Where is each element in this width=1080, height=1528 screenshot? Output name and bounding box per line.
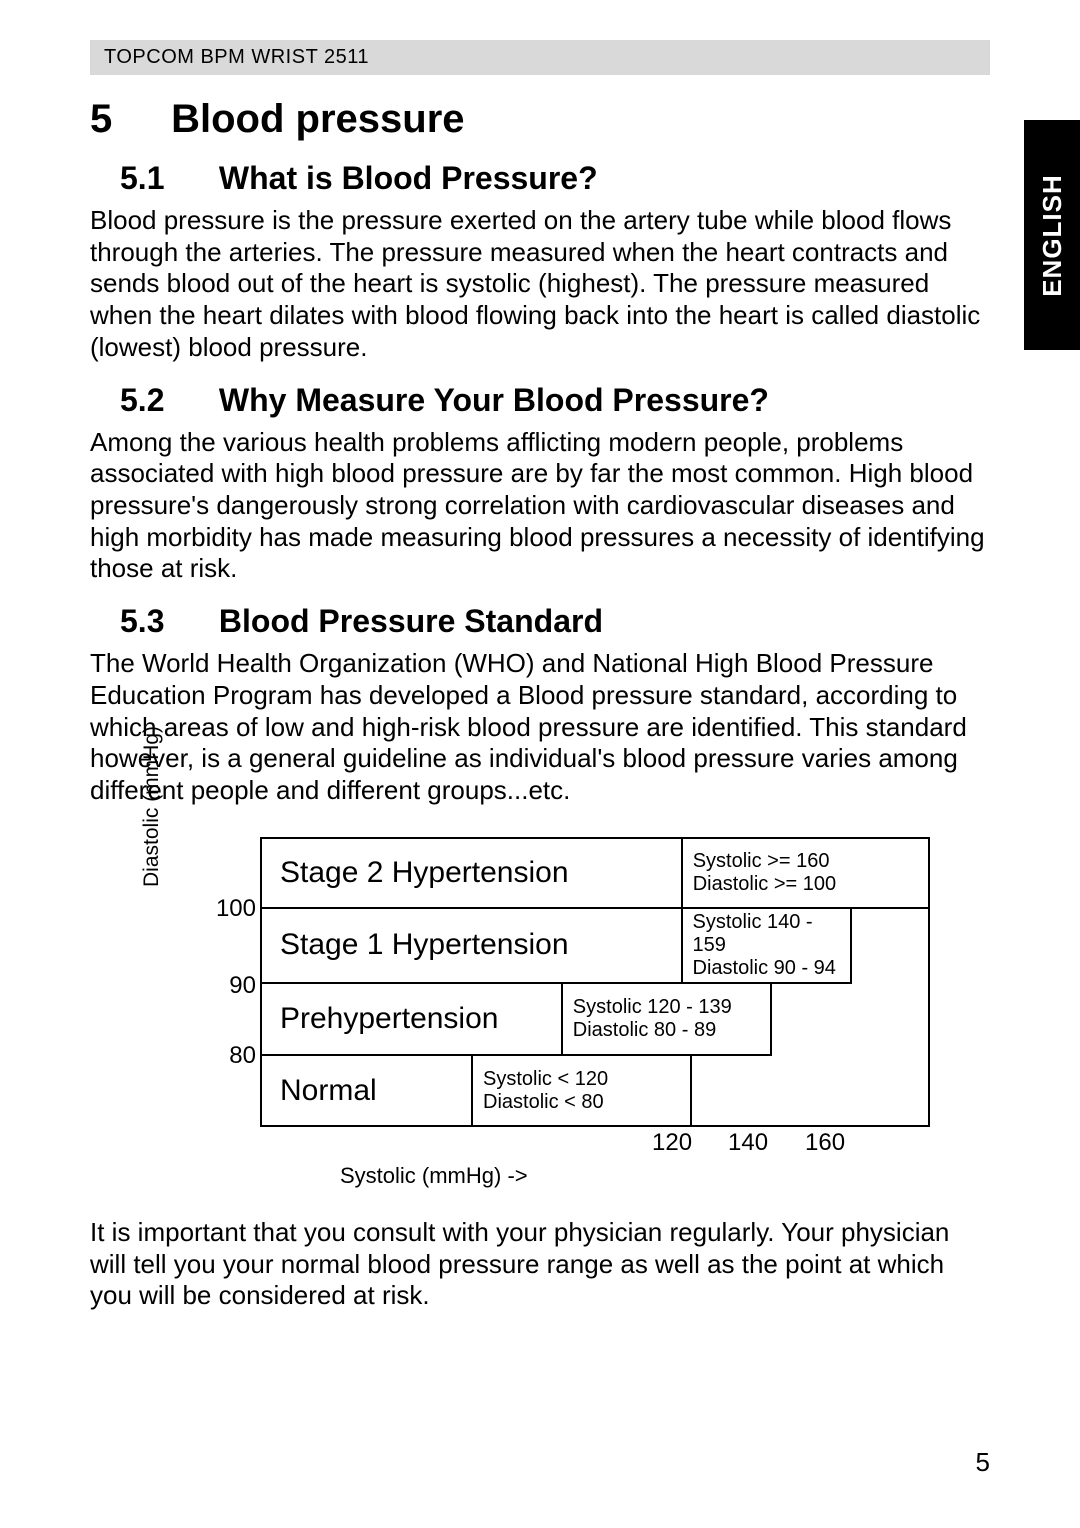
diastolic-range: Diastolic 80 - 89 xyxy=(573,1019,760,1042)
section-number: 5 xyxy=(90,97,160,142)
y-tick: 100 xyxy=(206,895,256,923)
chart-row-range: Systolic 140 - 159Diastolic 90 - 94 xyxy=(681,909,850,982)
systolic-range: Systolic >= 160 xyxy=(693,850,918,873)
chart-row-range: Systolic 120 - 139Diastolic 80 - 89 xyxy=(561,984,770,1054)
subsection-number: 5.2 xyxy=(120,382,210,419)
chart-row: Stage 1 HypertensionSystolic 140 - 159Di… xyxy=(262,909,852,984)
chart-row: NormalSystolic < 120Diastolic < 80 xyxy=(262,1056,692,1127)
subsection-5-2: 5.2 Why Measure Your Blood Pressure? xyxy=(120,382,990,419)
subsection-title: Blood Pressure Standard xyxy=(219,603,603,639)
doc-header-text: TOPCOM BPM WRIST 2511 xyxy=(104,46,369,68)
y-axis-label: Diastolic (mmHg) xyxy=(140,726,164,887)
subsection-number: 5.1 xyxy=(120,160,210,197)
systolic-range: Systolic 140 - 159 xyxy=(693,911,840,957)
y-tick: 80 xyxy=(206,1042,256,1070)
language-tab: ENGLISH xyxy=(1024,120,1080,350)
chart-row-name: Normal xyxy=(262,1074,471,1108)
subsection-title: What is Blood Pressure? xyxy=(219,160,598,196)
x-tick: 120 xyxy=(652,1129,692,1157)
systolic-range: Systolic 120 - 139 xyxy=(573,996,760,1019)
chart-row-name: Stage 2 Hypertension xyxy=(262,856,681,890)
paragraph-5-3: The World Health Organization (WHO) and … xyxy=(90,648,990,807)
paragraph-5-2: Among the various health problems afflic… xyxy=(90,427,990,586)
bp-standard-chart: Diastolic (mmHg) 1009080 Stage 2 Hyperte… xyxy=(170,837,950,1187)
x-tick: 160 xyxy=(805,1129,845,1157)
chart-row-name: Prehypertension xyxy=(262,1002,561,1036)
subsection-5-3: 5.3 Blood Pressure Standard xyxy=(120,603,990,640)
chart-row: Stage 2 HypertensionSystolic >= 160Diast… xyxy=(262,839,930,909)
diastolic-range: Diastolic < 80 xyxy=(483,1091,680,1114)
chart-row-name: Stage 1 Hypertension xyxy=(262,928,681,962)
x-axis-label: Systolic (mmHg) -> xyxy=(340,1163,528,1189)
section-heading: 5 Blood pressure xyxy=(90,97,990,142)
subsection-number: 5.3 xyxy=(120,603,210,640)
doc-header-bar: TOPCOM BPM WRIST 2511 xyxy=(90,40,990,75)
x-tick: 140 xyxy=(728,1129,768,1157)
page-number: 5 xyxy=(976,1447,990,1478)
chart-row-range: Systolic < 120Diastolic < 80 xyxy=(471,1056,690,1127)
y-tick: 90 xyxy=(206,972,256,1000)
chart-plot-area: Stage 2 HypertensionSystolic >= 160Diast… xyxy=(260,837,930,1127)
systolic-range: Systolic < 120 xyxy=(483,1068,680,1091)
paragraph-physician: It is important that you consult with yo… xyxy=(90,1217,990,1312)
chart-row: PrehypertensionSystolic 120 - 139Diastol… xyxy=(262,984,772,1056)
paragraph-5-1: Blood pressure is the pressure exerted o… xyxy=(90,205,990,364)
diastolic-range: Diastolic 90 - 94 xyxy=(693,957,840,980)
language-tab-label: ENGLISH xyxy=(1037,174,1068,297)
section-title: Blood pressure xyxy=(171,97,464,141)
subsection-5-1: 5.1 What is Blood Pressure? xyxy=(120,160,990,197)
chart-row-range: Systolic >= 160Diastolic >= 100 xyxy=(681,839,928,907)
diastolic-range: Diastolic >= 100 xyxy=(693,873,918,896)
subsection-title: Why Measure Your Blood Pressure? xyxy=(219,382,769,418)
